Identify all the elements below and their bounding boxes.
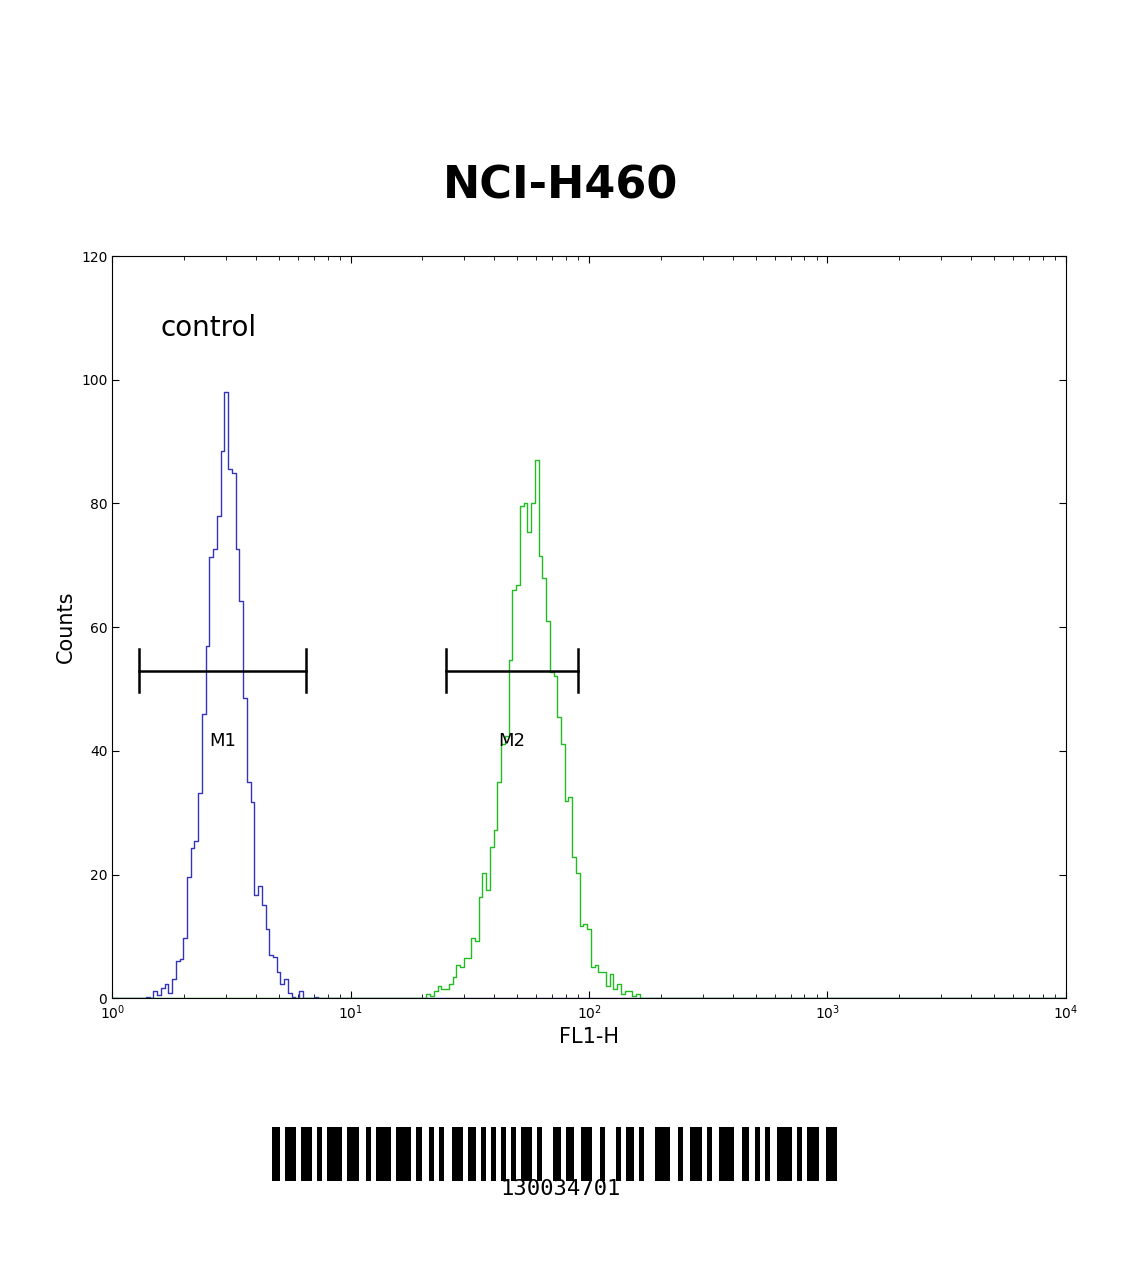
Bar — [511, 1126, 516, 1180]
Text: control: control — [160, 315, 257, 343]
Bar — [707, 1126, 711, 1180]
Bar — [808, 1126, 819, 1180]
Bar — [565, 1126, 573, 1180]
Bar — [690, 1126, 701, 1180]
Bar — [521, 1126, 532, 1180]
Bar — [798, 1126, 802, 1180]
Bar — [537, 1126, 542, 1180]
Bar — [272, 1126, 279, 1180]
Bar — [626, 1126, 634, 1180]
Bar — [452, 1126, 463, 1180]
Bar — [500, 1126, 506, 1180]
Bar — [581, 1126, 592, 1180]
Bar — [480, 1126, 486, 1180]
Bar — [318, 1126, 322, 1180]
Bar — [742, 1126, 749, 1180]
Text: 130034701: 130034701 — [500, 1179, 622, 1198]
Text: M2: M2 — [498, 732, 525, 750]
Bar — [638, 1126, 644, 1180]
Bar — [655, 1126, 670, 1180]
Bar — [600, 1126, 605, 1180]
Bar — [396, 1126, 412, 1180]
Bar — [616, 1126, 622, 1180]
Bar — [348, 1126, 359, 1180]
Bar — [416, 1126, 422, 1180]
Bar — [490, 1126, 496, 1180]
Y-axis label: Counts: Counts — [55, 591, 75, 663]
Bar — [366, 1126, 371, 1180]
Bar — [764, 1126, 770, 1180]
Bar — [468, 1126, 476, 1180]
Text: NCI-H460: NCI-H460 — [443, 164, 679, 207]
Bar — [778, 1126, 792, 1180]
Bar — [376, 1126, 392, 1180]
Bar — [678, 1126, 683, 1180]
X-axis label: FL1-H: FL1-H — [559, 1028, 619, 1047]
Text: M1: M1 — [210, 732, 236, 750]
Bar — [826, 1126, 837, 1180]
Bar — [301, 1126, 312, 1180]
Bar — [285, 1126, 296, 1180]
Bar — [553, 1126, 561, 1180]
Bar — [429, 1126, 434, 1180]
Bar — [719, 1126, 735, 1180]
Bar — [439, 1126, 444, 1180]
Bar — [754, 1126, 760, 1180]
Bar — [328, 1126, 342, 1180]
